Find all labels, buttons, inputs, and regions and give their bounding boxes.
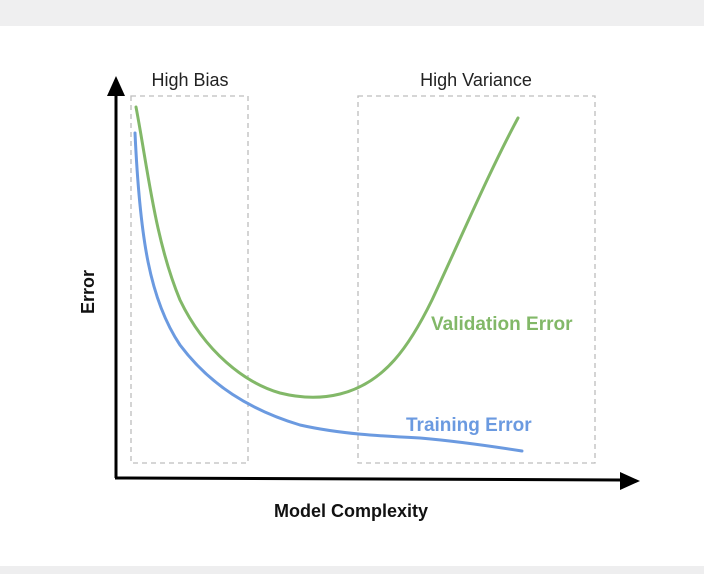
validation-error-curve [134,105,520,399]
y-axis-label: Error [78,270,98,314]
high-bias-label: High Bias [151,70,228,90]
high-bias-region [130,95,249,464]
y-axis-arrowhead [107,76,125,96]
high-variance-label: High Variance [420,70,532,90]
training-error-label: Training Error [406,415,532,436]
x-axis [114,476,623,482]
high-variance-region [357,95,596,464]
bottom-background-strip [0,566,704,574]
x-axis-label: Model Complexity [274,501,428,521]
top-background-strip [0,0,704,26]
training-error-curve [133,131,524,453]
x-axis-arrowhead [620,472,640,490]
validation-error-label: Validation Error [431,314,573,335]
